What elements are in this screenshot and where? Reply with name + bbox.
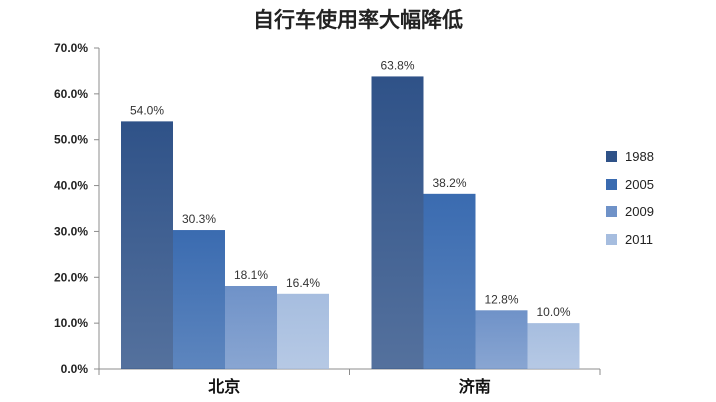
y-tick-label: 20.0% xyxy=(54,270,88,284)
data-label: 63.8% xyxy=(380,58,414,72)
legend-label: 2005 xyxy=(625,176,654,192)
legend-label: 2011 xyxy=(625,231,653,247)
y-tick-label: 40.0% xyxy=(54,179,88,193)
y-tick-label: 30.0% xyxy=(54,224,88,238)
data-label: 16.4% xyxy=(286,276,320,290)
legend-item: 2011 xyxy=(606,226,654,254)
data-label: 30.3% xyxy=(182,212,216,226)
legend-swatch xyxy=(606,233,617,245)
legend-swatch xyxy=(606,206,617,218)
bar-2005-0 xyxy=(173,230,225,369)
data-label: 18.1% xyxy=(234,268,268,282)
bar-2011-1 xyxy=(527,323,580,369)
bar-2005-1 xyxy=(423,193,476,369)
y-tick-label: 10.0% xyxy=(54,316,88,330)
data-label: 54.0% xyxy=(130,103,164,117)
legend-swatch xyxy=(606,151,617,163)
legend-item: 2005 xyxy=(606,171,654,199)
x-category-label: 济南 xyxy=(459,377,491,396)
chart-title: 自行车使用率大幅降低 xyxy=(253,8,463,32)
x-category-label: 北京 xyxy=(208,377,240,396)
bar-2009-1 xyxy=(475,310,528,369)
y-tick-label: 0.0% xyxy=(61,362,89,376)
legend-label: 2009 xyxy=(625,204,654,220)
data-label: 10.0% xyxy=(536,305,570,319)
bar-1988-0 xyxy=(121,121,173,369)
legend-item: 1988 xyxy=(606,143,654,171)
y-tick-label: 50.0% xyxy=(54,133,88,147)
legend-item: 2009 xyxy=(606,198,654,226)
legend-swatch xyxy=(606,178,617,190)
y-tick-label: 60.0% xyxy=(54,87,88,101)
legend-label: 1988 xyxy=(625,149,654,165)
y-tick-label: 70.0% xyxy=(54,41,88,55)
data-label: 12.8% xyxy=(484,292,518,306)
bar-2009-0 xyxy=(225,285,277,369)
bar-1988-1 xyxy=(371,76,424,369)
bar-2011-0 xyxy=(277,293,329,369)
data-label: 38.2% xyxy=(432,176,466,190)
legend: 1988 2005 2009 2011 xyxy=(606,143,654,253)
